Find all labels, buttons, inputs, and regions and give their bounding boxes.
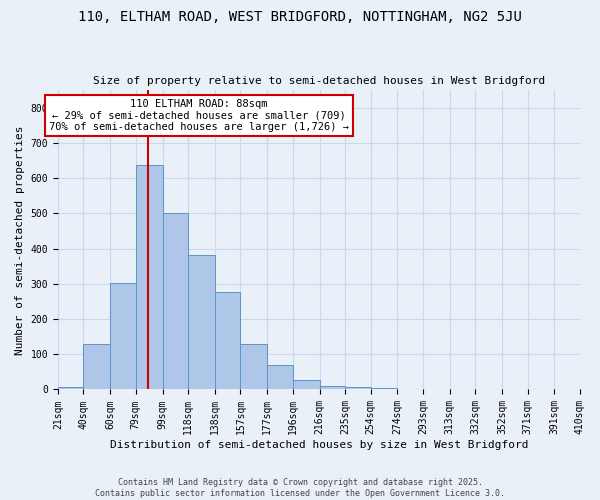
Bar — [215, 292, 241, 390]
Bar — [241, 344, 267, 390]
Bar — [293, 380, 320, 390]
Bar — [136, 165, 163, 390]
Bar — [163, 212, 188, 390]
Bar — [320, 386, 345, 390]
Bar — [58, 386, 83, 390]
Bar — [188, 255, 215, 390]
Bar — [83, 344, 110, 390]
Text: 110 ELTHAM ROAD: 88sqm
← 29% of semi-detached houses are smaller (709)
70% of se: 110 ELTHAM ROAD: 88sqm ← 29% of semi-det… — [49, 99, 349, 132]
Bar — [345, 387, 371, 390]
Text: 110, ELTHAM ROAD, WEST BRIDGFORD, NOTTINGHAM, NG2 5JU: 110, ELTHAM ROAD, WEST BRIDGFORD, NOTTIN… — [78, 10, 522, 24]
Bar — [371, 388, 397, 390]
Title: Size of property relative to semi-detached houses in West Bridgford: Size of property relative to semi-detach… — [93, 76, 545, 86]
Y-axis label: Number of semi-detached properties: Number of semi-detached properties — [15, 125, 25, 354]
Text: Contains HM Land Registry data © Crown copyright and database right 2025.
Contai: Contains HM Land Registry data © Crown c… — [95, 478, 505, 498]
Bar — [110, 283, 136, 390]
X-axis label: Distribution of semi-detached houses by size in West Bridgford: Distribution of semi-detached houses by … — [110, 440, 528, 450]
Bar — [267, 365, 293, 390]
